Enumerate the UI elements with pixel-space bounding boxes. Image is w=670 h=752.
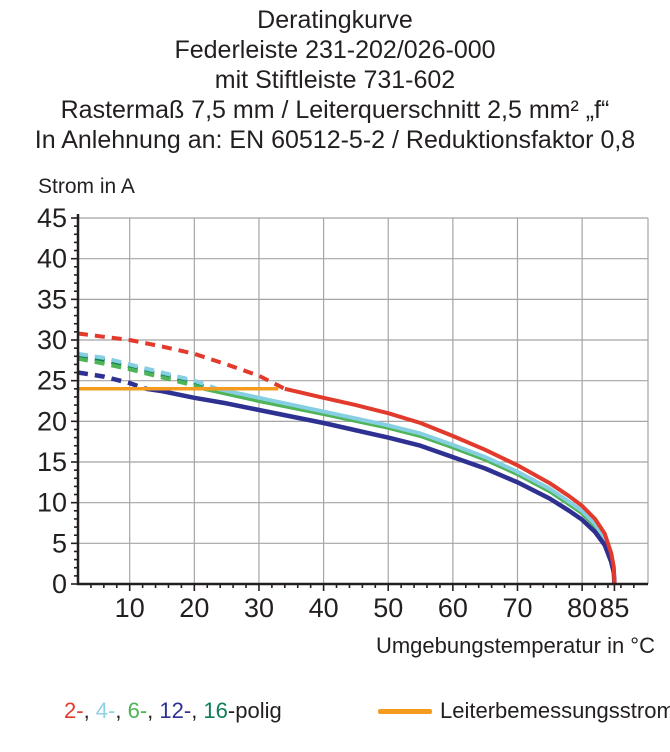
x-tick-label: 30 [244,593,274,623]
title-line-5: In Anlehnung an: EN 60512-5-2 / Reduktio… [34,126,636,154]
title-line-2: Federleiste 231-202/026-000 [174,36,496,64]
legend-segment: , [115,698,128,723]
y-tick-label: 0 [52,569,67,599]
x-tick-label: 60 [438,593,468,623]
x-tick-label: 70 [502,593,532,623]
16-polig-dashed-segment [77,354,212,391]
rated-current-line-swatch [378,709,432,714]
tick-labels: 10 20 30 40 50 60 70 80 85 0 5 10 15 20 25 30 35 40 45 [37,203,629,623]
rated-current-label: Leiterbemessungsstrom [440,698,670,723]
y-tick-label: 35 [37,284,67,314]
y-tick-label: 20 [37,406,67,436]
y-tick-label: 25 [37,366,67,396]
legend-segment: 16 [203,698,228,723]
legend-segment: , [147,698,160,723]
6-polig-dashed-segment [77,356,205,391]
ticks [71,217,635,591]
x-tick-label: 80 [567,593,597,623]
legend-segment: 12- [159,698,192,723]
legend-segment: 2- [64,698,84,723]
derating-curve-plot: 10 20 30 40 50 60 70 80 85 0 5 10 15 20 25 30 35 40 45 [37,203,649,623]
y-tick-label: 40 [37,244,67,274]
chart-title: Deratingkurve Federleiste 231-202/026-00… [0,5,670,155]
12-polig-solid-segment [145,386,617,585]
legend: 2-, 4-, 6-, 12-, 16-polig Leiterbemessun… [0,698,670,728]
x-tick-label: 50 [373,593,403,623]
series-2-polig [77,331,617,585]
y-tick-label: 15 [37,447,67,477]
gridlines [78,217,649,584]
y-axis-title: Strom in A [38,175,135,198]
legend-segment: -polig [227,698,282,723]
x-tick-label: 20 [179,593,209,623]
legend-segment: 6- [127,698,148,723]
series-12-polig [77,370,617,585]
title-line-1: Deratingkurve [257,6,413,34]
2-polig-solid-segment [284,386,617,585]
x-tick-label: 10 [115,593,145,623]
y-tick-label: 30 [37,325,67,355]
y-tick-label: 5 [52,528,67,558]
legend-segment: , [83,698,96,723]
x-axis-title: Umgebungstemperatur in °C [375,633,655,658]
x-tick-label: 40 [309,593,339,623]
title-line-3: mit Stiftleiste 731-602 [214,66,456,94]
x-tick-label: 85 [599,593,629,623]
y-tick-label: 10 [37,488,67,518]
legend-segment: 4- [95,698,116,723]
poles-legend-label: 2-, 4-, 6-, 12-, 16-polig [64,698,282,724]
legend-segment: , [191,698,204,723]
title-line-4: Rastermaß 7,5 mm / Leiterquerschnitt 2,5… [60,96,610,124]
12-polig-dashed-segment [77,370,147,391]
y-tick-label: 45 [37,203,67,233]
axes [76,214,648,586]
4-polig-dashed-segment [77,351,218,391]
